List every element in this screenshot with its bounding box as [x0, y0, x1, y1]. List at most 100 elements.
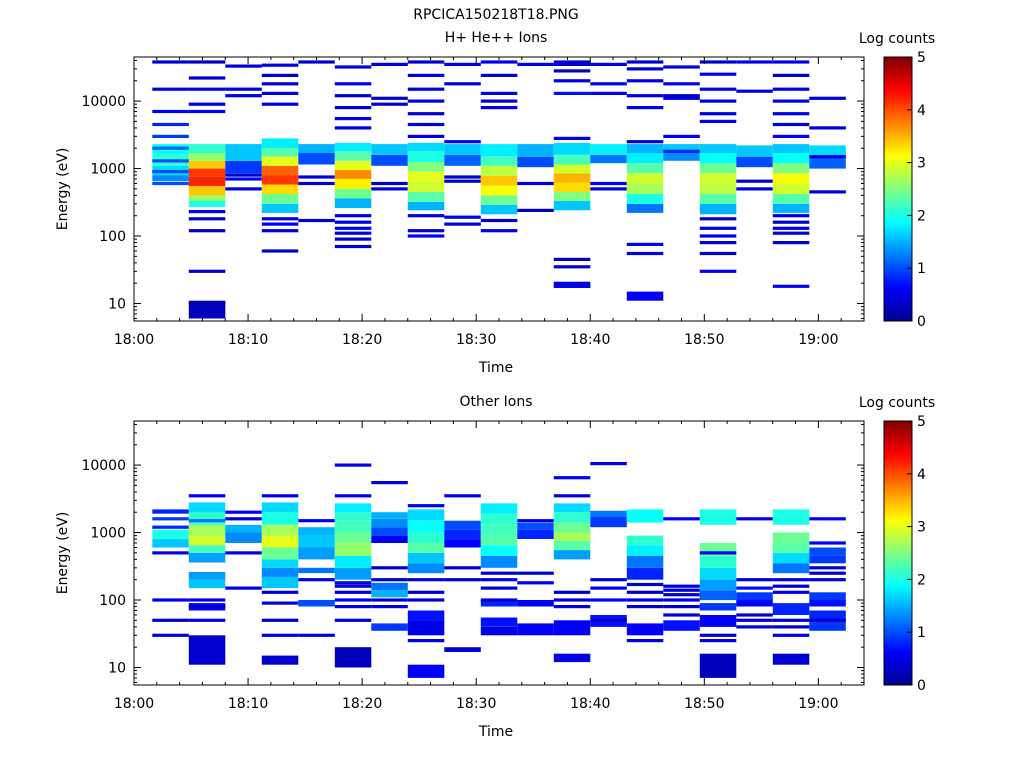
spectrogram-band — [809, 156, 846, 169]
spectrogram-band — [809, 610, 846, 621]
colorbar-tick-label: 0 — [917, 678, 926, 694]
spectrogram-line — [152, 109, 189, 114]
spectrogram-band — [626, 173, 664, 184]
spectrogram-line — [371, 187, 408, 191]
spectrogram-line — [626, 140, 664, 144]
spectrogram-line — [590, 618, 627, 622]
spectrogram-line — [444, 179, 481, 183]
spectrogram-band — [553, 201, 591, 211]
y-axis-label: Energy (eV) — [55, 148, 71, 231]
spectrogram-line — [371, 96, 408, 100]
spectrogram-line — [517, 208, 554, 212]
spectrogram-band — [407, 162, 445, 172]
spectrogram-line — [334, 65, 372, 69]
y-tick-label: 10000 — [81, 94, 126, 110]
y-tick-label: 10000 — [81, 458, 126, 474]
x-tick-label: 18:40 — [570, 696, 610, 712]
x-tick-label: 18:10 — [228, 332, 268, 348]
spectrogram-band — [261, 655, 299, 665]
spectrogram-line — [626, 582, 664, 587]
spectrogram-band — [626, 183, 664, 194]
spectrogram-line — [407, 590, 445, 594]
spectrogram-line — [225, 510, 262, 514]
spectrogram-line — [480, 60, 518, 64]
spectrogram-line — [699, 60, 737, 64]
spectrogram-line — [590, 91, 627, 95]
spectrogram-line — [407, 122, 445, 127]
spectrogram-band — [772, 163, 810, 174]
spectrogram-line — [188, 229, 226, 233]
spectrogram-band — [480, 165, 518, 176]
spectrogram-line — [298, 218, 335, 223]
spectrogram-line — [699, 241, 737, 245]
spectrogram-band — [407, 142, 445, 152]
spectrogram-line — [152, 170, 189, 174]
spectrogram-line — [261, 249, 299, 253]
spectrogram-band — [298, 567, 335, 574]
spectrogram-line — [225, 177, 262, 181]
spectrogram-line — [444, 578, 481, 582]
spectrogram-line — [736, 618, 773, 622]
spectrogram-line — [772, 214, 810, 218]
spectrogram-line — [772, 99, 810, 103]
spectrogram-line — [736, 578, 773, 582]
spectrogram-band — [407, 552, 445, 564]
spectrogram-line — [225, 517, 262, 521]
spectrogram-band — [772, 173, 810, 184]
spectrogram-line — [371, 605, 408, 609]
spectrogram-band — [334, 555, 372, 568]
colorbar — [883, 420, 913, 686]
spectrogram-line — [298, 633, 335, 637]
spectrogram-line — [772, 578, 810, 582]
spectrogram-line — [663, 588, 700, 592]
spectrogram-line — [517, 181, 554, 186]
spectrogram-line — [626, 639, 664, 643]
spectrogram-band — [371, 623, 408, 631]
spectrogram-band — [553, 503, 591, 513]
spectrogram-line — [590, 586, 627, 590]
spectrogram-line — [188, 217, 226, 221]
spectrogram-line — [626, 242, 664, 246]
spectrogram-band — [772, 552, 810, 564]
spectrogram-band — [261, 559, 299, 568]
spectrogram-band — [188, 579, 226, 589]
colorbar-tick-label: 1 — [917, 625, 926, 641]
spectrogram-line — [553, 257, 591, 261]
spectrogram-band — [590, 154, 627, 164]
spectrogram-line — [480, 571, 518, 575]
spectrogram-line — [772, 112, 810, 116]
spectrogram-line — [480, 99, 518, 103]
spectrogram-band — [699, 567, 737, 580]
spectrogram-line — [772, 73, 810, 77]
spectrogram-band — [663, 151, 700, 161]
spectrogram-band — [736, 156, 773, 168]
spectrogram-band — [371, 535, 408, 543]
spectrogram-band — [480, 513, 518, 525]
spectrogram-band — [407, 201, 445, 211]
spectrogram-line — [736, 60, 773, 64]
spectrogram-line — [261, 102, 299, 106]
x-tick-label: 18:50 — [684, 696, 724, 712]
spectrogram-line — [626, 106, 664, 110]
spectrogram-line — [444, 215, 481, 219]
spectrogram-line — [772, 625, 810, 629]
spectrogram-band — [298, 600, 335, 607]
spectrogram-line — [371, 578, 408, 582]
spectrogram-line — [225, 187, 262, 191]
spectrogram-line — [334, 214, 372, 218]
spectrogram-line — [225, 94, 262, 98]
spectrogram-band — [772, 563, 810, 574]
spectrogram-band — [261, 148, 299, 157]
spectrogram-band — [371, 590, 408, 598]
spectrogram-line — [407, 99, 445, 103]
spectrogram-line — [553, 69, 591, 73]
spectrogram-line — [663, 584, 700, 588]
spectrogram-band — [553, 550, 591, 560]
spectrogram-line — [553, 60, 591, 64]
spectrogram-line — [626, 79, 664, 83]
spectrogram-line — [517, 571, 554, 575]
spectrogram-band — [553, 541, 591, 551]
spectrogram-line — [188, 598, 226, 602]
spectrogram-band — [699, 203, 737, 215]
